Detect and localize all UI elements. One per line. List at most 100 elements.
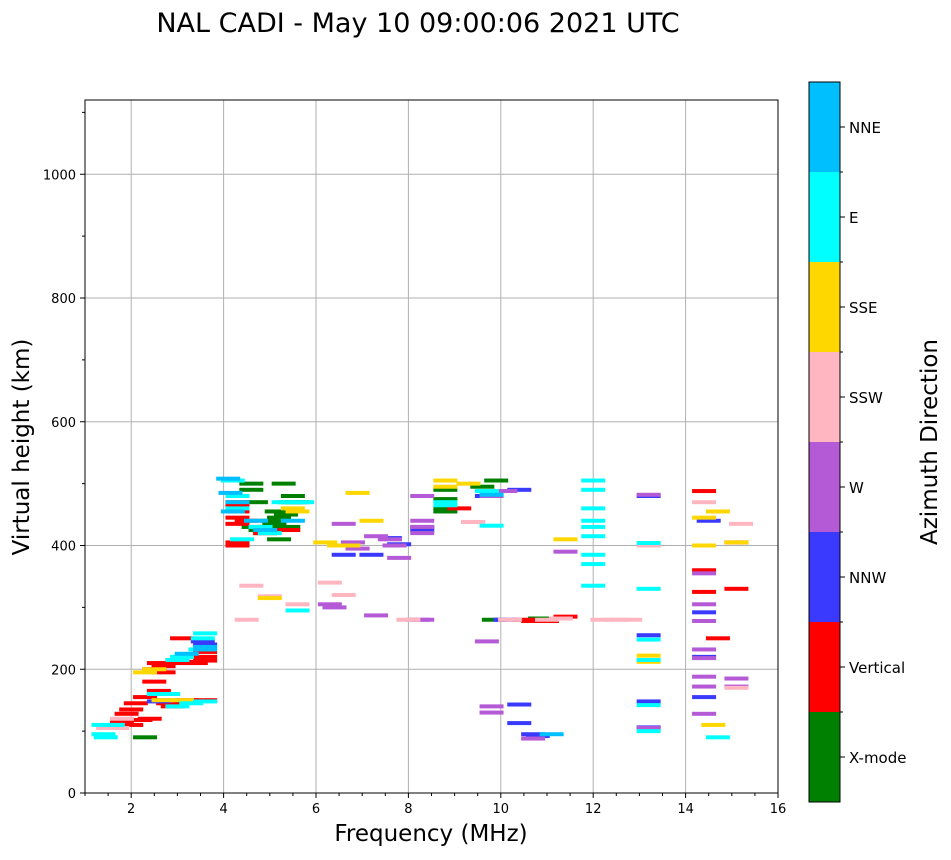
echo-point <box>433 497 458 502</box>
echo-point <box>581 518 606 523</box>
y-tick-label: 200 <box>51 663 76 678</box>
echo-point <box>93 735 118 740</box>
colorbar-segment <box>809 442 840 532</box>
echo-point <box>433 484 458 489</box>
colorbar-label: Azimuth Direction <box>917 339 943 545</box>
echo-point <box>225 503 250 508</box>
echo-point <box>276 524 301 529</box>
echo-point <box>433 503 458 508</box>
echo-point <box>410 528 435 533</box>
y-tick-label: 400 <box>51 540 76 555</box>
echo-point <box>359 518 384 523</box>
echo-point <box>253 528 278 533</box>
echo-point <box>170 636 195 641</box>
echo-point <box>553 537 578 542</box>
echo-point <box>521 618 546 623</box>
colorbar-segment <box>809 172 840 262</box>
x-tick-label: 4 <box>219 802 227 817</box>
echo-point <box>433 487 458 492</box>
echo-point <box>705 735 730 740</box>
echo-point <box>724 676 749 681</box>
echo-point <box>474 489 499 494</box>
echo-point <box>331 521 356 526</box>
colorbar-tick-label: NNE <box>849 119 881 137</box>
colorbar-segment <box>809 82 840 172</box>
echo-point <box>151 664 176 669</box>
echo-point <box>705 509 730 514</box>
echo-point <box>220 509 245 514</box>
echo-point <box>146 688 171 693</box>
echo-point <box>692 571 717 576</box>
echo-point <box>359 552 384 557</box>
echo-point <box>322 605 347 610</box>
echo-point <box>340 540 365 545</box>
echo-point <box>280 506 305 511</box>
echo-point <box>151 698 176 703</box>
echo-point <box>433 509 458 514</box>
x-tick-label: 8 <box>404 802 412 817</box>
echo-point <box>225 500 250 505</box>
echo-point <box>410 494 435 498</box>
echo-point <box>636 726 661 731</box>
colorbar-tick-label: W <box>849 479 864 497</box>
echo-point <box>479 710 504 715</box>
echo-point <box>133 670 158 675</box>
echo-point <box>146 661 171 666</box>
echo-point <box>165 657 190 662</box>
echo-point <box>225 494 250 498</box>
echo-point <box>313 540 338 545</box>
echo-point <box>507 721 532 726</box>
y-tick-label: 0 <box>68 787 76 802</box>
echo-point <box>507 487 532 492</box>
echo-point <box>553 549 578 554</box>
echo-point <box>474 639 499 644</box>
echo-point <box>285 509 310 514</box>
echo-point <box>225 540 250 545</box>
echo-point <box>280 494 305 498</box>
echo-point <box>239 583 264 588</box>
y-tick-label: 600 <box>51 416 76 431</box>
echo-point <box>387 555 412 560</box>
colorbar-segment <box>809 532 840 622</box>
echo-point <box>146 692 171 696</box>
colorbar-segment <box>809 262 840 352</box>
colorbar-segment <box>809 352 840 442</box>
echo-point <box>230 537 255 542</box>
series-nne <box>174 476 564 737</box>
echo-point <box>243 518 268 523</box>
echo-point <box>581 478 606 483</box>
echo-point <box>331 593 356 597</box>
echo-point <box>696 518 721 523</box>
echo-point <box>257 531 282 536</box>
echo-point <box>724 540 749 545</box>
echo-point <box>433 478 458 483</box>
echo-point <box>193 654 218 659</box>
echo-point <box>317 580 342 585</box>
y-axis-label: Virtual height (km) <box>9 339 35 556</box>
echo-point <box>262 521 287 526</box>
echo-point <box>636 657 661 662</box>
y-tick-label: 800 <box>51 292 76 307</box>
echo-point <box>479 704 504 709</box>
echo-point <box>364 534 389 539</box>
echo-point <box>479 523 504 528</box>
echo-point <box>225 515 250 520</box>
echo-point <box>345 546 370 551</box>
echo-point <box>276 528 301 533</box>
echo-point <box>581 562 606 567</box>
echo-point <box>692 515 717 520</box>
echo-point <box>174 651 199 656</box>
x-tick-label: 6 <box>312 802 320 817</box>
echo-point <box>271 500 296 505</box>
echo-point <box>264 509 289 514</box>
echo-point <box>193 631 218 636</box>
echo-point <box>692 711 717 716</box>
echo-point <box>317 602 342 607</box>
echo-point <box>636 637 661 642</box>
echo-point <box>692 568 717 573</box>
echo-point <box>539 732 564 737</box>
echo-point <box>410 617 435 622</box>
echo-point <box>260 518 285 523</box>
echo-point <box>729 521 754 526</box>
echo-point <box>636 729 661 734</box>
